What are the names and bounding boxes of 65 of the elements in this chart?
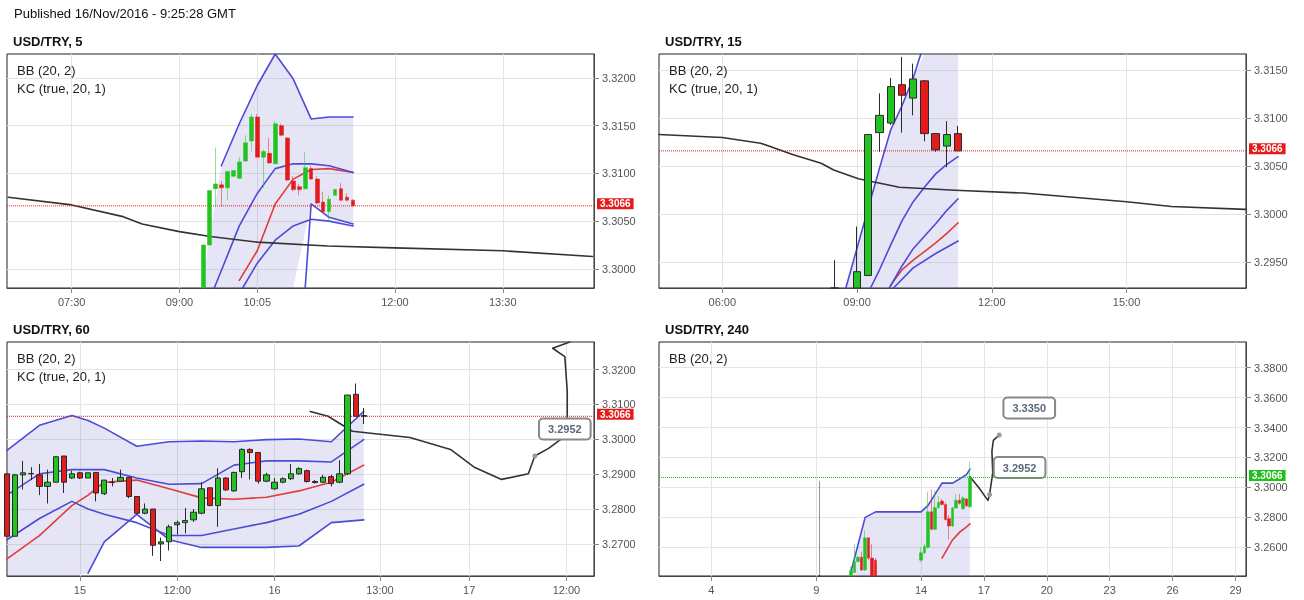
annotation: BB (20, 2): [17, 63, 76, 78]
x-tick-label: 17: [463, 583, 476, 596]
x-tick-label: 15:00: [1112, 295, 1141, 308]
x-tick-label: 16: [268, 583, 281, 596]
x-tick-label: 09:00: [843, 295, 871, 308]
x-tick-label: 07:30: [57, 295, 86, 308]
x-tick-label: 12:00: [552, 583, 581, 596]
y-tick-label: 3.3050: [602, 215, 636, 228]
y-tick-label: 3.3050: [1254, 160, 1288, 173]
chart-subtitle: Published 16/Nov/2016 - 9:25:28 GMT: [14, 6, 236, 21]
x-tick-label: 12:00: [163, 583, 192, 596]
chart-title: USD/TRY, 15: [665, 34, 742, 49]
x-tick-label: 09:00: [165, 295, 194, 308]
x-tick-label: 20: [1040, 583, 1053, 596]
y-tick-label: 3.3000: [602, 433, 636, 446]
y-tick-label: 3.2800: [602, 503, 636, 516]
x-tick-label: 12:00: [978, 295, 1006, 308]
x-tick-label: 10:05: [243, 295, 272, 308]
annotation: BB (20, 2): [17, 351, 76, 366]
x-tick-label: 23: [1103, 583, 1116, 596]
annotation: 3.3350: [1012, 402, 1047, 414]
annotation: 3.2952: [547, 423, 582, 436]
ref-line-label: 3.3066: [1252, 469, 1284, 481]
annotation: BB (20, 2): [669, 351, 728, 366]
y-tick-label: 3.3000: [602, 262, 636, 275]
ref-line-label: 3.3066: [600, 408, 632, 420]
x-tick-label: 17: [977, 583, 991, 596]
y-tick-label: 3.3100: [602, 167, 636, 180]
y-tick-label: 3.3200: [602, 363, 636, 376]
x-tick-label: 26: [1166, 583, 1179, 596]
y-tick-label: 3.2900: [602, 468, 636, 481]
y-tick-label: 3.3200: [1254, 451, 1288, 464]
x-tick-label: 29: [1229, 583, 1242, 596]
x-tick-label: 06:00: [708, 295, 737, 308]
y-tick-label: 3.3100: [602, 398, 636, 411]
x-tick-label: 13:00: [366, 583, 394, 596]
y-tick-label: 3.3400: [1254, 421, 1288, 434]
y-tick-label: 3.3150: [602, 119, 636, 132]
y-tick-label: 3.2800: [1254, 511, 1288, 524]
y-tick-label: 3.2700: [602, 537, 636, 550]
annotation: BB (20, 2): [669, 63, 728, 78]
annotation: 3.2952: [1002, 461, 1037, 474]
y-tick-label: 3.3600: [1254, 391, 1288, 404]
chart-title: USD/TRY, 5: [13, 34, 83, 49]
y-tick-label: 3.3000: [1254, 208, 1288, 221]
y-tick-label: 3.2950: [1254, 256, 1288, 269]
annotation: KC (true, 20, 1): [17, 369, 106, 384]
ref-line-label: 3.3066: [1252, 143, 1284, 155]
x-tick-label: 4: [708, 583, 715, 596]
y-tick-label: 3.3000: [1254, 481, 1288, 494]
x-tick-label: 12:00: [381, 295, 409, 308]
x-tick-label: 14: [914, 583, 928, 596]
x-tick-label: 9: [813, 583, 820, 596]
annotation: KC (true, 20, 1): [17, 81, 106, 96]
y-tick-label: 3.3100: [1254, 112, 1288, 125]
chart-title: USD/TRY, 60: [13, 322, 90, 337]
x-tick-label: 15: [73, 583, 87, 596]
y-tick-label: 3.2600: [1254, 541, 1288, 554]
y-tick-label: 3.3800: [1254, 361, 1288, 374]
annotation: KC (true, 20, 1): [669, 81, 758, 96]
chart-title: USD/TRY, 240: [665, 322, 750, 337]
y-tick-label: 3.3200: [602, 71, 636, 84]
x-tick-label: 13:30: [488, 295, 517, 308]
ref-line-label: 3.3066: [600, 198, 632, 210]
y-tick-label: 3.3150: [1254, 64, 1288, 77]
